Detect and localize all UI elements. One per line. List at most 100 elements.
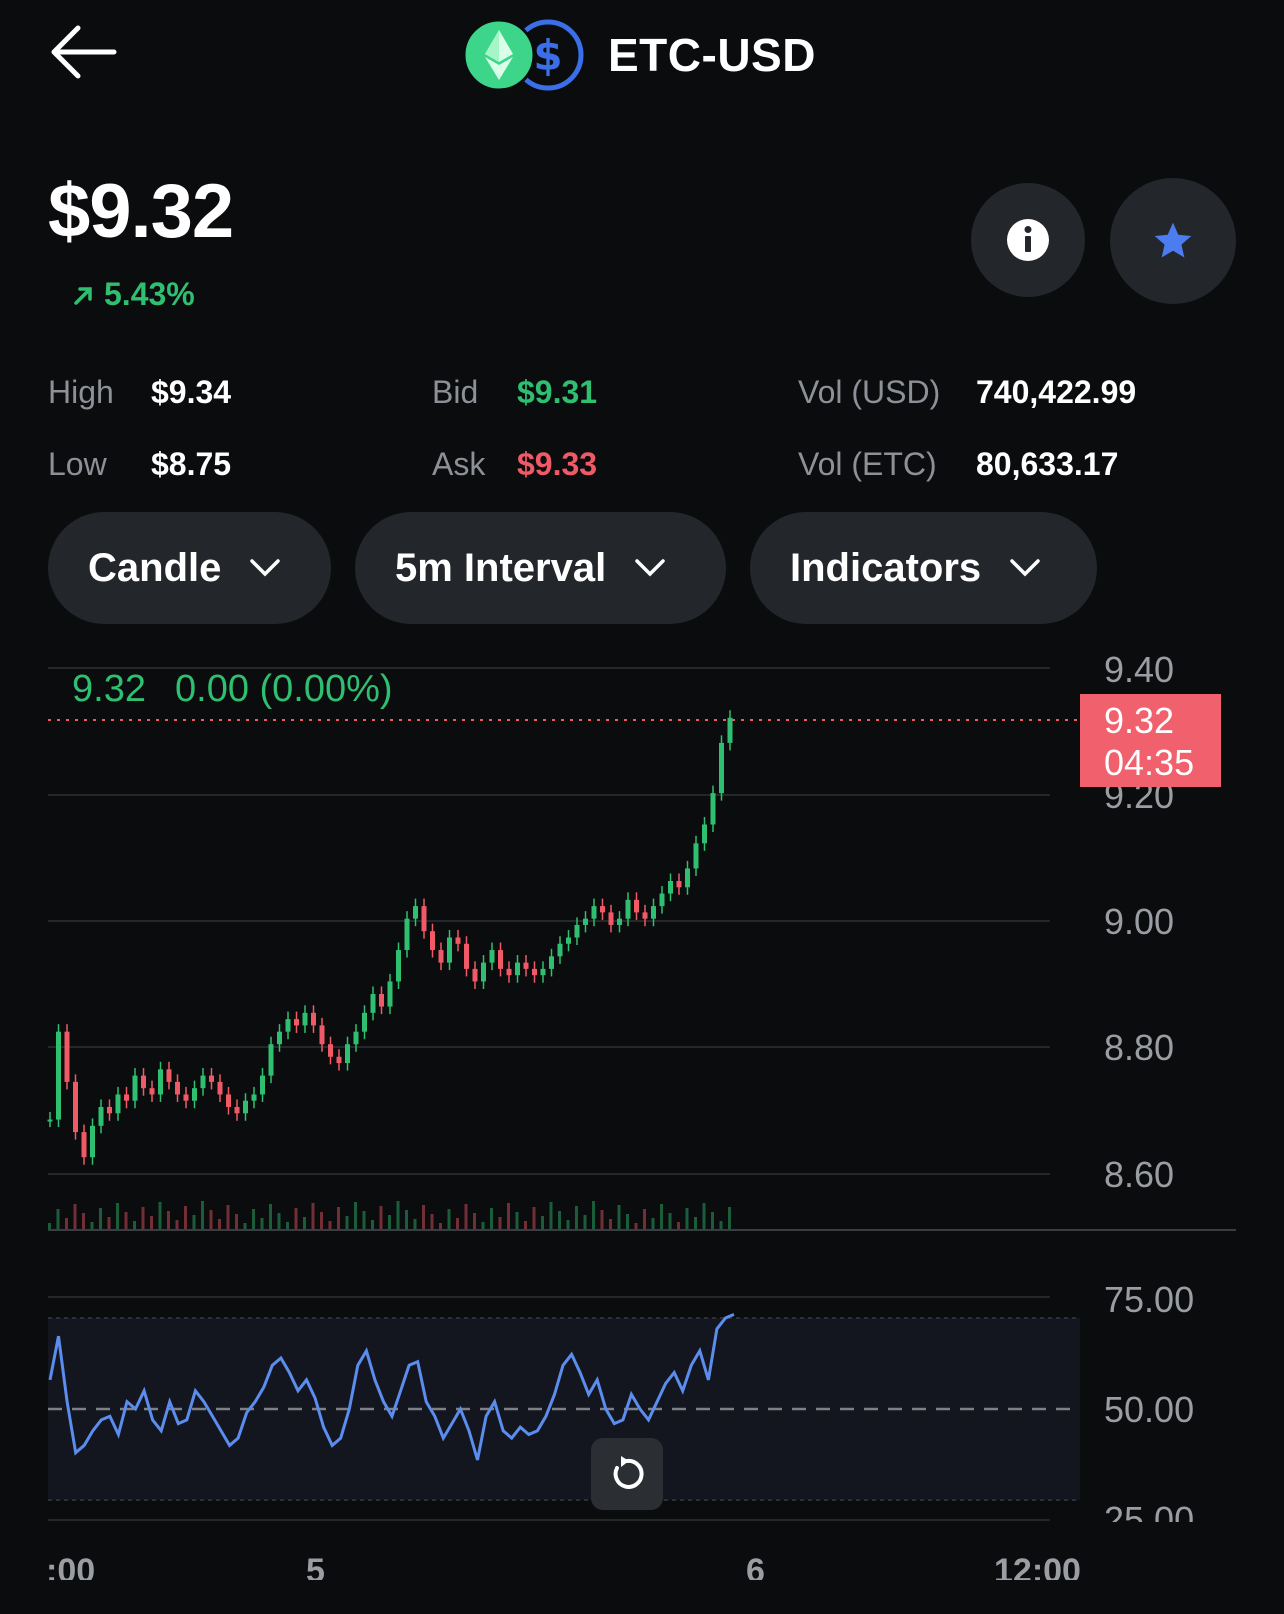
candle — [73, 1081, 78, 1133]
volume-bar — [439, 1223, 442, 1229]
low-label: Low — [48, 446, 107, 482]
volume-bar — [660, 1204, 663, 1229]
volume-bar — [354, 1202, 357, 1229]
volume-bar — [252, 1209, 255, 1229]
volume-bar — [643, 1209, 646, 1229]
legend-price: 9.32 — [72, 668, 146, 710]
volume-bar — [243, 1223, 247, 1229]
candle — [549, 956, 554, 969]
candle — [362, 1012, 367, 1032]
candle — [617, 918, 622, 925]
candle — [557, 943, 563, 957]
volume-bar — [413, 1219, 417, 1229]
candle — [302, 1012, 308, 1026]
candle — [107, 1107, 112, 1114]
candle — [464, 943, 469, 969]
candle — [566, 937, 571, 944]
rsi-line — [48, 1313, 735, 1461]
candle — [345, 1044, 350, 1064]
candle — [591, 906, 597, 919]
price-change: 5.43% — [70, 276, 195, 313]
candle — [498, 950, 503, 969]
candle — [90, 1125, 95, 1158]
candle — [183, 1094, 189, 1101]
chevron-down-icon — [250, 559, 281, 577]
candle — [413, 906, 418, 919]
candle — [634, 899, 639, 913]
volume-bar — [541, 1216, 544, 1229]
vol-etc-label: Vol (ETC) — [798, 446, 937, 482]
low-value: $8.75 — [151, 446, 232, 482]
volume-bar — [626, 1214, 629, 1229]
volume-bar — [668, 1213, 672, 1229]
back-button[interactable] — [48, 22, 120, 82]
volume-bar — [651, 1218, 655, 1229]
candle — [243, 1100, 248, 1114]
legend-change: 0.00 (0.00%) — [175, 668, 393, 710]
volume-bar — [175, 1220, 179, 1229]
candle — [226, 1094, 231, 1107]
volume-bar — [430, 1214, 434, 1229]
volume-bar — [719, 1221, 723, 1229]
candle — [260, 1075, 265, 1095]
volume-bar — [702, 1203, 706, 1229]
volume-bar — [575, 1206, 578, 1229]
x-tick: :00 — [46, 1552, 95, 1580]
volume-bar — [464, 1204, 468, 1229]
volume-bar — [694, 1217, 697, 1229]
volume-bar — [617, 1205, 621, 1229]
volume-bar — [99, 1208, 102, 1229]
arrow-up-right-icon — [74, 286, 92, 305]
y-tick: 9.40 — [1104, 649, 1174, 690]
candle — [379, 994, 384, 1007]
volume-bar — [320, 1212, 323, 1229]
interval-dropdown[interactable]: 5m Interval — [355, 512, 726, 624]
candle — [370, 994, 376, 1013]
volume-bar — [201, 1201, 204, 1229]
candle — [532, 968, 537, 976]
chart-type-dropdown[interactable]: Candle — [48, 512, 331, 624]
y-tick: 9.00 — [1104, 901, 1174, 942]
candle — [64, 1031, 70, 1082]
indicators-dropdown[interactable]: Indicators — [750, 512, 1097, 624]
info-icon — [1007, 219, 1049, 261]
volume-bar — [116, 1203, 119, 1229]
candle — [56, 1031, 61, 1120]
volume-bar — [609, 1219, 612, 1229]
y-tick: 8.60 — [1104, 1154, 1174, 1195]
page-title: ETC-USD — [608, 29, 816, 81]
info-button[interactable] — [971, 183, 1085, 297]
volume-bar — [90, 1222, 94, 1229]
reset-chart-button[interactable] — [591, 1438, 663, 1510]
candle — [336, 1056, 342, 1064]
volume-bars — [48, 1201, 731, 1229]
candle — [506, 968, 512, 976]
volume-bar — [65, 1218, 68, 1229]
candles-series — [47, 710, 733, 1165]
volume-bar — [294, 1208, 298, 1229]
candle — [702, 824, 707, 844]
volume-bar — [558, 1211, 561, 1229]
volume-bar — [269, 1204, 272, 1229]
volume-bar — [73, 1204, 77, 1229]
volume-bar — [158, 1202, 162, 1229]
volume-bar — [422, 1205, 425, 1229]
candle — [455, 937, 461, 944]
volume-bar — [498, 1217, 502, 1229]
candle — [430, 931, 435, 951]
x-tick: 5 — [306, 1552, 325, 1580]
ask-value: $9.33 — [517, 446, 598, 482]
price-chart[interactable]: 9.32 0.00 (0.00%) 9.40 9.20 9.00 8.80 8.… — [0, 640, 1284, 1580]
candle — [727, 717, 733, 743]
volume-bar — [447, 1209, 451, 1229]
volume-bar — [728, 1207, 731, 1229]
favorite-button[interactable] — [1110, 178, 1236, 304]
svg-text:$: $ — [533, 31, 562, 80]
candle — [404, 918, 410, 951]
volume-bar — [379, 1206, 383, 1229]
volume-bar — [141, 1207, 145, 1229]
ethereum-classic-icon — [462, 18, 536, 92]
volume-bar — [592, 1201, 595, 1229]
vol-usd-label: Vol (USD) — [798, 374, 941, 410]
candle — [693, 843, 699, 869]
